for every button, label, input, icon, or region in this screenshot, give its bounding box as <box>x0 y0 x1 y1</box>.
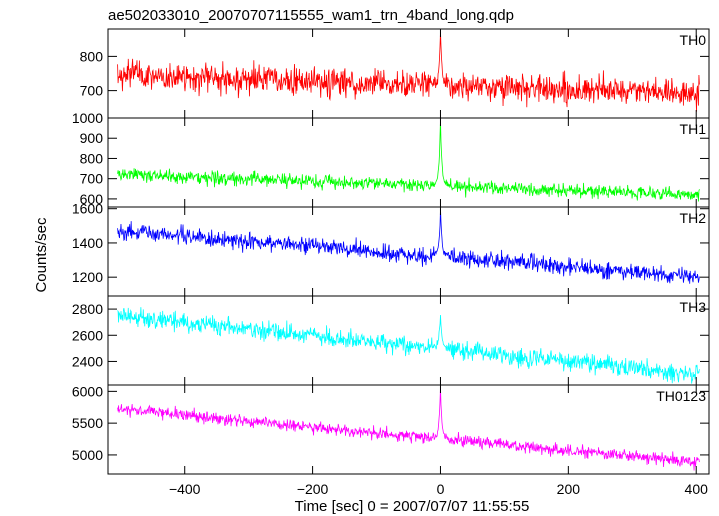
series-line-th2 <box>117 208 700 284</box>
x-tick-label: 400 <box>685 481 709 497</box>
x-tick-label: −200 <box>297 481 329 497</box>
x-axis-label: Time [sec] 0 = 2007/07/07 11:55:55 <box>295 498 530 515</box>
y-tick-label: 1000 <box>72 110 103 126</box>
panel-th3: 2400 2600 2800 TH3 <box>72 295 710 386</box>
series-line-th0 <box>117 31 700 112</box>
panel-label: TH1 <box>680 121 707 137</box>
x-tick-label: −400 <box>169 481 201 497</box>
panel-th0123: 5000 5500 6000 TH0123 <box>72 383 710 475</box>
panel-th0: 700 800 TH0 <box>80 28 710 119</box>
y-tick-label: 5500 <box>72 415 103 431</box>
y-tick-label: 5000 <box>72 447 103 463</box>
series-line-th3 <box>117 307 700 384</box>
y-tick-label: 900 <box>80 130 104 146</box>
panel-frame <box>107 384 710 475</box>
chart-title: ae502033010_20070707115555_wam1_trn_4ban… <box>108 7 514 24</box>
y-tick-label: 600 <box>80 191 104 207</box>
y-tick-label: 1400 <box>72 235 103 251</box>
panel-label: TH0 <box>680 32 707 48</box>
panel-th1: 600 700 800 900 1000 TH1 <box>72 110 710 208</box>
panel-label: TH3 <box>680 299 707 315</box>
y-tick-label: 2400 <box>72 353 103 369</box>
x-tick-label: 0 <box>437 481 445 497</box>
y-tick-label: 1600 <box>72 201 103 217</box>
y-tick-label: 800 <box>80 48 104 64</box>
y-tick-label: 700 <box>80 83 104 99</box>
y-tick-label: 2600 <box>72 327 103 343</box>
panel-th2: 1200 1400 1600 TH2 <box>72 201 710 297</box>
panel-label: TH0123 <box>656 388 706 404</box>
y-tick-label: 6000 <box>72 383 103 399</box>
panel-frame <box>107 117 710 208</box>
y-tick-label: 1200 <box>72 269 103 285</box>
y-tick-label: 2800 <box>72 301 103 317</box>
series-line-th1 <box>117 119 700 202</box>
panel-label: TH2 <box>680 210 707 226</box>
y-tick-label: 700 <box>80 171 104 187</box>
x-tick-label: 200 <box>557 481 581 497</box>
series-line-th0123 <box>117 387 700 471</box>
y-tick-label: 800 <box>80 150 104 166</box>
y-axis-label: Counts/sec <box>33 217 50 293</box>
panel-frame <box>107 28 710 119</box>
panels-group: 700 800 TH0 600 700 800 900 1000 TH1 1200 1400 1600… <box>72 28 710 497</box>
